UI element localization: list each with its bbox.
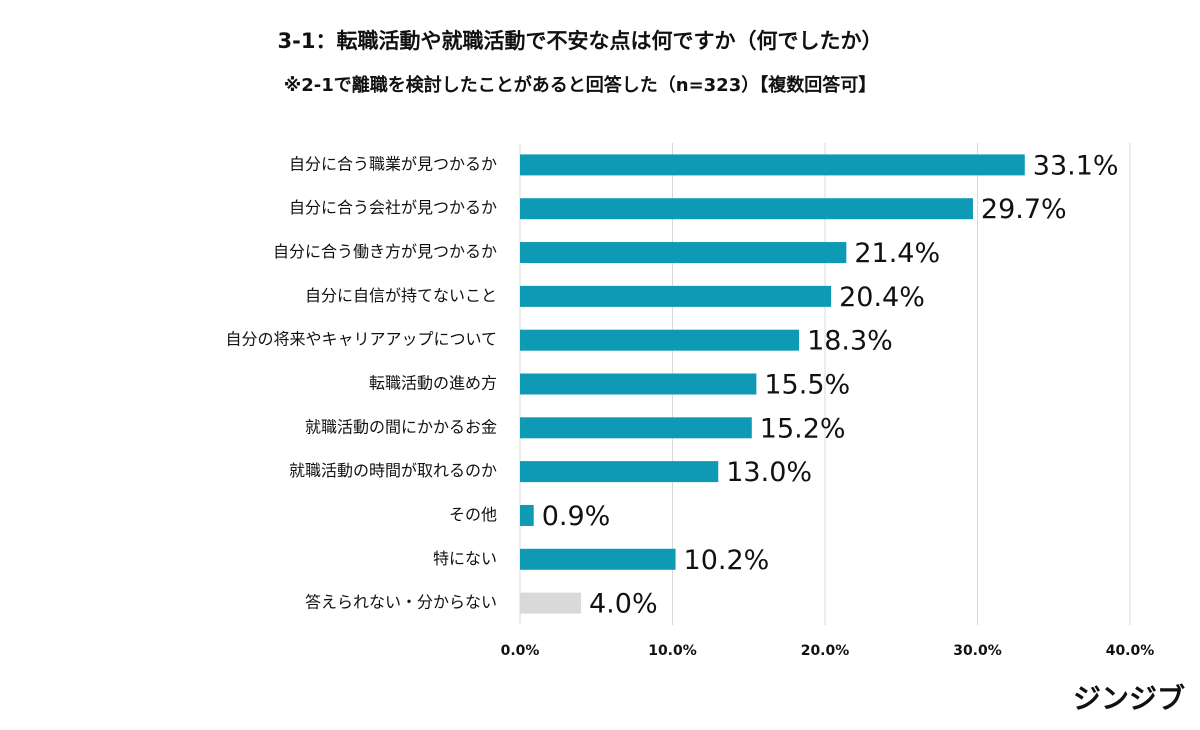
bar xyxy=(520,329,800,351)
y-tick-label: 自分に自信が持てないこと xyxy=(305,286,497,305)
chart-title: 3-1：転職活動や就職活動で不安な点は何ですか（何でしたか） xyxy=(278,29,883,53)
value-label: 20.4% xyxy=(839,282,925,313)
y-tick-label: 就職活動の時間が取れるのか xyxy=(289,461,497,480)
y-tick-label: その他 xyxy=(449,505,497,524)
bar xyxy=(520,417,752,439)
x-tick-label: 20.0% xyxy=(801,643,850,659)
bar xyxy=(520,504,534,526)
x-tick-label: 0.0% xyxy=(501,643,540,659)
chart-subtitle: ※2-1で離職を検討したことがあると回答した（n=323）【複数回答可】 xyxy=(284,74,877,96)
y-tick-label: 自分の将来やキャリアアップについて xyxy=(225,330,497,349)
value-label: 10.2% xyxy=(684,545,770,576)
value-label: 33.1% xyxy=(1033,150,1119,181)
bar xyxy=(520,461,719,483)
y-tick-label: 答えられない・分からない xyxy=(305,593,497,612)
bar xyxy=(520,373,757,395)
logo: ジンジブ xyxy=(1073,682,1185,715)
value-label: 15.5% xyxy=(764,370,850,401)
x-tick-label: 10.0% xyxy=(648,643,697,659)
x-tick-label: 40.0% xyxy=(1106,643,1155,659)
y-tick-label: 転職活動の進め方 xyxy=(369,374,497,393)
value-label: 4.0% xyxy=(589,589,658,620)
bar xyxy=(520,198,973,220)
y-tick-label: 自分に合う会社が見つかるか xyxy=(289,198,497,217)
y-tick-label: 特にない xyxy=(433,549,497,568)
bar xyxy=(520,242,847,264)
value-label: 18.3% xyxy=(807,326,893,357)
x-tick-label: 30.0% xyxy=(953,643,1002,659)
bar xyxy=(520,592,581,614)
y-tick-label: 自分に合う働き方が見つかるか xyxy=(273,242,497,261)
bar xyxy=(520,285,832,307)
y-tick-label: 自分に合う職業が見つかるか xyxy=(289,154,497,173)
value-label: 15.2% xyxy=(760,413,846,444)
bar xyxy=(520,548,676,570)
bar xyxy=(520,154,1025,176)
y-tick-label: 就職活動の間にかかるお金 xyxy=(305,417,497,436)
value-label: 0.9% xyxy=(542,501,611,532)
value-label: 13.0% xyxy=(726,457,812,488)
value-label: 29.7% xyxy=(981,194,1067,225)
value-label: 21.4% xyxy=(854,238,940,269)
